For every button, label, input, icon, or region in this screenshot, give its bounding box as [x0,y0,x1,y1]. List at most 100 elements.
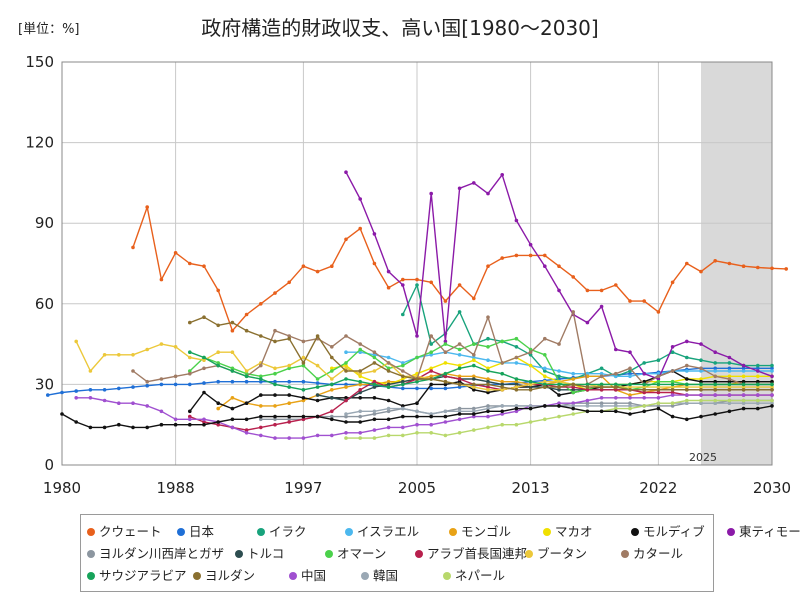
data-point [330,366,334,371]
data-point [770,369,774,373]
x-tick-label: 1988 [157,479,195,497]
data-point [202,366,206,371]
data-point [415,377,419,381]
data-point [173,251,178,255]
data-point [628,404,632,408]
data-point [642,390,646,395]
data-point [656,385,661,389]
data-point [230,417,235,422]
data-point [528,353,533,357]
data-point [230,320,235,325]
data-point [472,374,476,379]
data-point [330,409,334,414]
legend-label: ヨルダン川西岸とガザ [99,546,225,561]
data-point [273,366,277,371]
data-point [770,393,774,397]
data-point [756,388,760,392]
data-point [685,369,689,373]
data-point [486,358,490,363]
data-point [287,336,292,341]
data-point [741,379,746,384]
data-point [628,299,632,303]
data-point [486,345,490,349]
data-point [699,393,703,397]
data-point [543,374,547,379]
data-point [202,381,206,385]
data-point [301,396,306,400]
data-point [699,366,703,371]
data-point [727,385,732,389]
data-point [443,342,448,346]
data-point [344,361,348,365]
data-point [486,382,490,387]
data-point [401,433,405,438]
data-point [358,388,363,392]
data-point [699,388,703,392]
data-point [614,404,618,408]
data-point [486,379,490,384]
data-point [685,382,689,387]
data-point [713,393,717,397]
data-point [642,361,646,365]
data-point [287,420,292,424]
data-point [543,385,547,389]
data-point [670,280,675,285]
data-point [372,232,377,236]
data-point [472,363,476,368]
legend-marker [193,571,201,580]
x-tick-label: 2005 [398,479,436,497]
legend-marker [87,549,95,558]
data-point [259,302,263,306]
data-point [571,275,575,279]
data-point [145,205,149,209]
data-point [216,401,220,406]
data-point [330,355,334,360]
data-point [159,409,164,414]
data-point [301,379,306,384]
data-point [628,388,632,392]
data-point [500,409,505,414]
data-point [457,382,462,387]
data-point [472,353,476,357]
data-point [670,401,675,406]
data-point [443,409,448,414]
data-point [287,393,292,397]
data-point [102,425,107,430]
data-point [741,374,746,379]
data-point [273,371,277,376]
data-point [727,401,732,406]
data-point [358,226,363,231]
data-point [415,409,419,414]
data-point [656,406,661,411]
legend-label: カタール [633,546,684,561]
data-point [756,366,760,371]
data-point [429,369,434,373]
data-point [74,396,78,400]
data-point [287,363,292,368]
data-point [443,420,448,424]
data-point [741,398,746,403]
data-point [756,401,760,406]
data-point [287,401,292,406]
data-point [472,414,476,419]
data-point [131,353,135,357]
data-point [429,414,434,419]
data-point [244,431,249,435]
data-point [401,379,405,384]
data-point [457,310,462,314]
data-point [770,374,774,379]
data-point [685,261,689,266]
data-point [628,374,632,379]
data-point [415,379,419,384]
data-point [500,379,505,384]
data-point [599,409,604,414]
data-point [372,409,377,414]
data-point [429,280,434,285]
data-point [188,261,192,266]
data-point [145,383,149,388]
data-point [571,388,575,392]
data-point [727,261,732,266]
data-point [557,404,561,408]
data-point [500,404,505,408]
data-point [699,414,703,419]
